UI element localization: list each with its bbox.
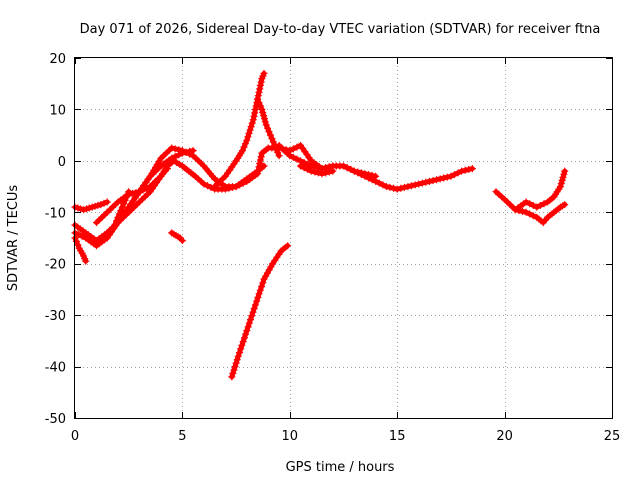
series-markers	[110, 188, 133, 232]
y-tick-label: -30	[45, 309, 66, 324]
y-tick-label: -40	[45, 361, 66, 376]
x-tick-label: 20	[496, 429, 513, 444]
series-arc-10	[254, 95, 283, 160]
series-trace	[255, 96, 282, 159]
series-arc-13	[286, 141, 380, 180]
series-arc-3	[71, 157, 268, 245]
y-tick-label: 0	[58, 155, 66, 170]
series-markers	[71, 157, 268, 245]
y-tick-label: -50	[45, 412, 66, 427]
x-tick-label: 0	[71, 429, 79, 444]
y-tick-label: 10	[49, 103, 66, 118]
x-axis-label: GPS time / hours	[286, 460, 395, 475]
series-arc-1	[71, 198, 111, 214]
series-trace	[72, 158, 267, 244]
series-markers	[228, 242, 292, 381]
y-tick-label: -10	[45, 206, 66, 221]
series-arc-8	[168, 229, 186, 245]
x-tick-label: 10	[282, 429, 299, 444]
series-arc-15	[492, 188, 569, 227]
grid-layer	[75, 58, 612, 418]
x-tick-label: 25	[604, 429, 621, 444]
series-markers	[492, 188, 569, 227]
series-trace	[229, 243, 291, 380]
series-arc-11	[228, 242, 292, 381]
y-tick-label: 20	[49, 52, 66, 67]
x-tick-label: 5	[178, 429, 186, 444]
series-markers	[168, 229, 186, 245]
y-tick-label: -20	[45, 258, 66, 273]
data-layer	[71, 69, 569, 381]
y-axis-label: SDTVAR / TECUs	[6, 185, 21, 292]
x-tick-label: 15	[389, 429, 406, 444]
chart-title: Day 071 of 2026, Sidereal Day-to-day VTE…	[80, 22, 601, 37]
series-arc-16	[511, 167, 569, 214]
series-markers	[297, 162, 337, 178]
tick-layer: 0 5 10 15 20 25 -50 -40 -30 -20 -10 0 10 20	[45, 52, 621, 444]
series-arc-14	[297, 162, 337, 178]
series-markers	[286, 141, 380, 180]
plot-frame	[74, 57, 613, 419]
series-arc-7	[110, 188, 133, 232]
series-markers	[511, 167, 569, 214]
series-markers	[254, 95, 283, 160]
